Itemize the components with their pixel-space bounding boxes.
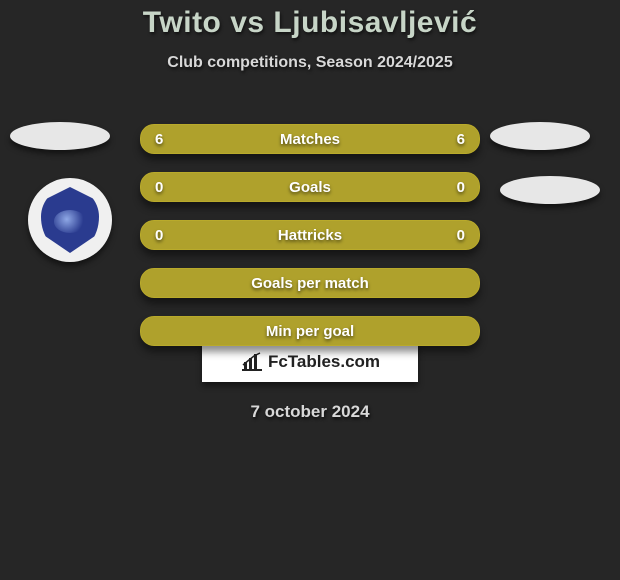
stat-bar-fill-right <box>310 173 479 201</box>
stat-bar: Min per goal <box>140 316 480 346</box>
stat-bar-label: Goals <box>289 179 331 196</box>
stat-bar-label: Matches <box>280 131 340 148</box>
side-ellipse-right-2 <box>500 176 600 204</box>
stat-bar-left-value: 0 <box>155 179 163 196</box>
stat-bar-right-value: 0 <box>457 179 465 196</box>
stat-bar-label: Min per goal <box>266 323 354 340</box>
stat-bar-fill-left <box>141 173 310 201</box>
stat-bar: 0 0 Hattricks <box>140 220 480 250</box>
stat-bar: 0 0 Goals <box>140 172 480 202</box>
page-date: 7 october 2024 <box>0 402 620 422</box>
stat-bar-label: Hattricks <box>278 227 342 244</box>
page-title: Twito vs Ljubisavljević <box>0 0 620 40</box>
club-badge-shield-icon <box>41 187 99 253</box>
page-subtitle: Club competitions, Season 2024/2025 <box>0 54 620 72</box>
stat-bar-left-value: 0 <box>155 227 163 244</box>
stat-bar-left-value: 6 <box>155 131 163 148</box>
stat-bar: Goals per match <box>140 268 480 298</box>
stat-bar-right-value: 0 <box>457 227 465 244</box>
stat-bar-label: Goals per match <box>251 275 369 292</box>
stat-bar-right-value: 6 <box>457 131 465 148</box>
comparison-bars: 6 6 Matches 0 0 Goals 0 0 Hattricks Goals per mat… <box>140 124 480 364</box>
side-ellipse-right-1 <box>490 122 590 150</box>
club-badge-left <box>28 178 112 262</box>
stat-bar: 6 6 Matches <box>140 124 480 154</box>
infographic-root: Twito vs Ljubisavljević Club competition… <box>0 0 620 580</box>
side-ellipse-left <box>10 122 110 150</box>
